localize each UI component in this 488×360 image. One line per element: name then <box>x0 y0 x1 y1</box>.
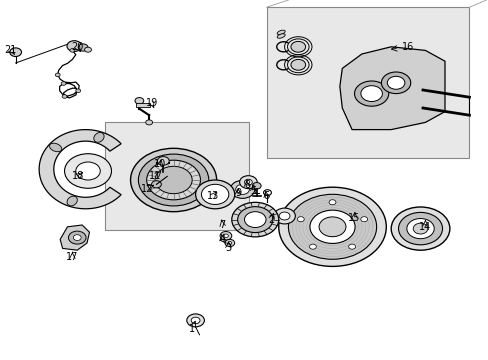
Circle shape <box>290 59 305 70</box>
Circle shape <box>224 239 234 247</box>
Circle shape <box>309 244 316 249</box>
Ellipse shape <box>67 196 77 206</box>
Circle shape <box>412 223 427 234</box>
Circle shape <box>406 219 433 239</box>
Circle shape <box>239 176 257 189</box>
Circle shape <box>64 154 111 188</box>
Text: 1: 1 <box>188 324 194 334</box>
Text: 15: 15 <box>347 213 360 223</box>
Circle shape <box>151 181 161 188</box>
Circle shape <box>195 180 234 209</box>
Polygon shape <box>105 122 249 230</box>
Circle shape <box>252 183 261 189</box>
Circle shape <box>288 194 376 259</box>
Circle shape <box>354 81 388 106</box>
Circle shape <box>68 231 86 244</box>
Circle shape <box>135 98 143 104</box>
Ellipse shape <box>49 143 61 152</box>
Circle shape <box>10 48 21 57</box>
Text: 5: 5 <box>250 186 256 196</box>
Circle shape <box>348 244 355 249</box>
Text: 4: 4 <box>219 234 225 244</box>
Text: 16: 16 <box>401 42 414 52</box>
Text: 12: 12 <box>140 184 153 194</box>
Circle shape <box>62 95 67 98</box>
Ellipse shape <box>277 30 285 35</box>
Circle shape <box>76 162 100 180</box>
Circle shape <box>273 208 295 224</box>
Circle shape <box>55 73 60 77</box>
Circle shape <box>381 72 410 94</box>
Circle shape <box>360 86 382 102</box>
Circle shape <box>360 217 367 222</box>
Text: 6: 6 <box>263 191 269 201</box>
Circle shape <box>278 187 386 266</box>
Circle shape <box>398 212 442 245</box>
Text: 19: 19 <box>145 98 158 108</box>
Circle shape <box>297 217 304 222</box>
Circle shape <box>235 184 249 194</box>
Circle shape <box>155 166 192 194</box>
Ellipse shape <box>94 132 104 142</box>
Polygon shape <box>39 130 121 209</box>
Circle shape <box>244 212 265 228</box>
Circle shape <box>227 242 231 244</box>
Circle shape <box>319 217 346 237</box>
Circle shape <box>146 160 200 200</box>
Circle shape <box>61 82 66 85</box>
Polygon shape <box>60 225 89 250</box>
Text: 20: 20 <box>71 42 83 52</box>
Circle shape <box>237 207 272 233</box>
Text: 21: 21 <box>4 45 17 55</box>
Text: 9: 9 <box>235 188 241 198</box>
Circle shape <box>231 202 278 237</box>
Circle shape <box>145 120 152 125</box>
Circle shape <box>328 200 335 205</box>
Circle shape <box>386 76 404 89</box>
Circle shape <box>220 231 231 240</box>
Circle shape <box>390 207 449 250</box>
Circle shape <box>70 49 75 52</box>
Circle shape <box>84 47 91 52</box>
Circle shape <box>78 44 88 51</box>
Text: 3: 3 <box>225 243 231 253</box>
Circle shape <box>138 154 208 206</box>
Circle shape <box>130 148 216 212</box>
Circle shape <box>223 234 228 238</box>
Circle shape <box>67 41 81 51</box>
Circle shape <box>290 41 305 52</box>
Text: 2: 2 <box>268 215 274 225</box>
Text: 7: 7 <box>219 220 225 230</box>
Circle shape <box>230 180 254 198</box>
Text: 17: 17 <box>66 252 79 262</box>
Circle shape <box>76 89 81 93</box>
Text: 8: 8 <box>244 180 249 190</box>
Circle shape <box>73 235 81 240</box>
Circle shape <box>186 314 204 327</box>
Circle shape <box>191 317 200 324</box>
Text: 13: 13 <box>206 191 219 201</box>
Text: 18: 18 <box>72 171 84 181</box>
Polygon shape <box>266 7 468 158</box>
Circle shape <box>309 210 354 243</box>
Circle shape <box>279 212 289 220</box>
Text: 11: 11 <box>149 171 162 181</box>
Ellipse shape <box>277 34 285 38</box>
Text: 10: 10 <box>154 159 166 169</box>
Bar <box>136 103 149 107</box>
Circle shape <box>157 157 169 165</box>
Polygon shape <box>339 47 444 130</box>
Text: 14: 14 <box>418 222 431 232</box>
Circle shape <box>244 179 252 185</box>
Circle shape <box>201 184 228 204</box>
